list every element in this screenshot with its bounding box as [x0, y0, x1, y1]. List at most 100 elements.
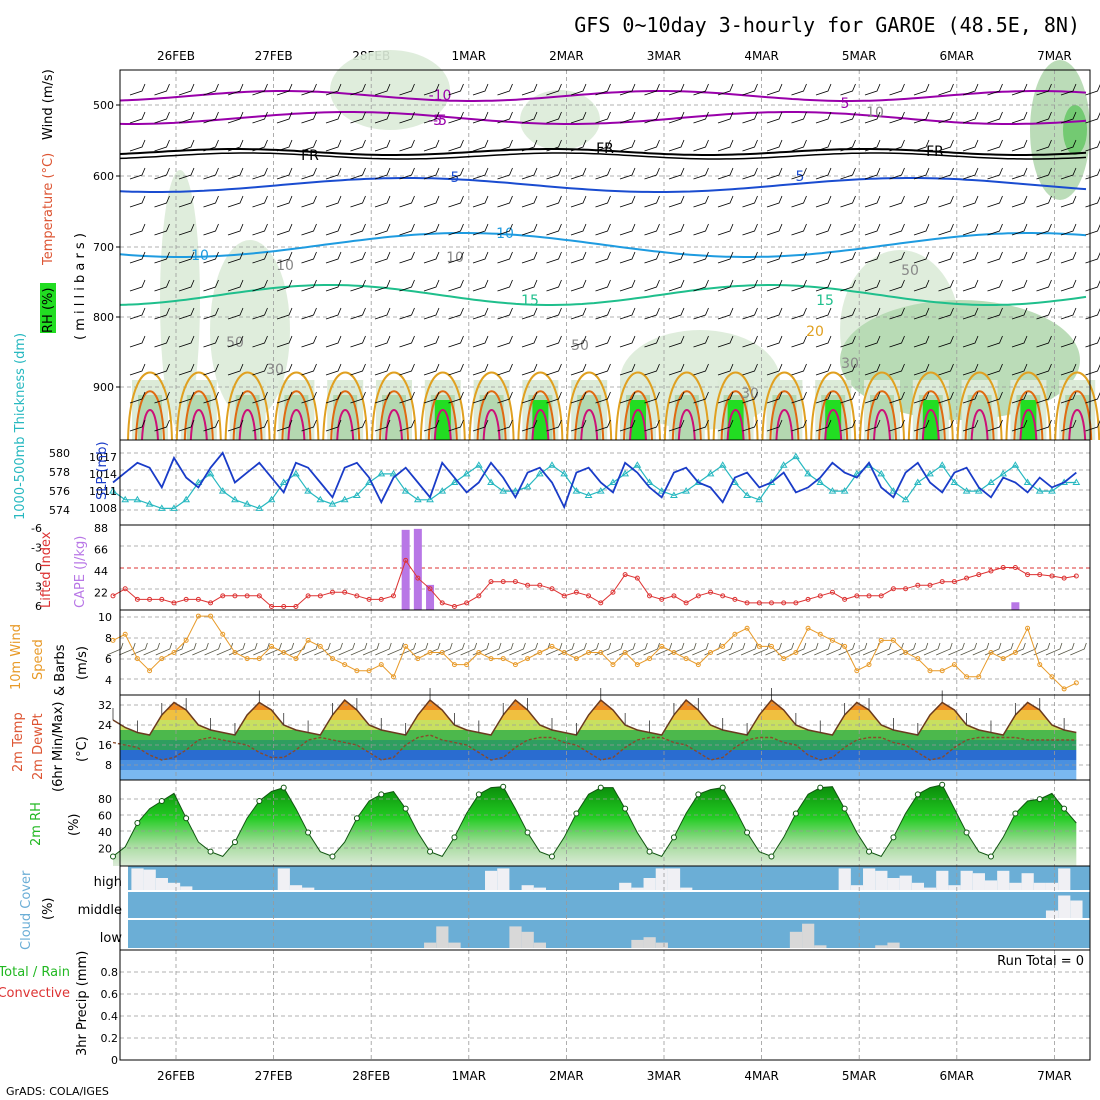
rh-marker — [744, 829, 751, 836]
bottom-date-label: 7MAR — [1037, 1069, 1072, 1083]
wind-tick-label: 8 — [105, 632, 112, 645]
wind-barb — [923, 642, 941, 656]
lifted-index-marker — [683, 600, 689, 606]
temp-tick-label: 16 — [98, 739, 112, 752]
slp-ylabel-slp: SLP (mb) — [95, 441, 110, 500]
wind-speed-marker — [293, 656, 299, 662]
wind-barb — [987, 167, 1003, 180]
wind-barb — [325, 363, 342, 376]
wind-barb — [815, 139, 832, 152]
top-date-label: 2MAR — [549, 49, 584, 63]
rh-marker — [987, 853, 994, 860]
pressure-tick-label: 800 — [93, 311, 114, 324]
wind-barb — [178, 363, 195, 376]
thickness-marker — [657, 487, 666, 494]
wind-barb — [227, 307, 244, 320]
temp-band — [120, 710, 1077, 720]
wind-barb — [472, 223, 489, 236]
wind-barb — [570, 363, 587, 376]
lifted-index-marker — [671, 593, 677, 599]
wind-barb — [423, 307, 440, 320]
wind-barb — [717, 307, 734, 320]
contour-label: 5 — [841, 96, 850, 112]
wind-barb — [252, 139, 268, 152]
wind-speed-marker — [415, 656, 421, 662]
wind-barb — [815, 195, 832, 208]
thickness-line — [112, 455, 1077, 510]
wind-barb — [644, 195, 660, 208]
wind-barb — [448, 419, 464, 432]
wind-barb — [129, 251, 146, 264]
wind-barb — [889, 167, 905, 180]
wind-barb — [693, 251, 709, 264]
wind-barb — [301, 419, 317, 432]
wind-barb — [497, 251, 513, 264]
wind-barb — [178, 419, 195, 432]
wind-barb — [497, 335, 513, 348]
wind-barb — [595, 195, 611, 208]
rh-marker — [670, 834, 677, 841]
wind-barb — [815, 223, 832, 236]
wind-barb — [815, 419, 832, 432]
wind-barb — [350, 363, 366, 376]
wind-barb — [938, 111, 954, 124]
wind-barb — [276, 223, 293, 236]
wind-speed-marker — [208, 613, 214, 619]
wind-barb — [129, 167, 146, 180]
wind-barb — [938, 279, 954, 292]
wind-barb — [178, 83, 195, 96]
wind-barb — [472, 279, 489, 292]
wind-barb — [791, 251, 807, 264]
wind-barb — [962, 251, 979, 264]
precip-ylabel-1: Total / Rain — [0, 965, 70, 980]
cloud-bar — [448, 942, 461, 948]
lifted-index-marker — [878, 593, 884, 599]
wind-barb — [644, 279, 660, 292]
upper-ylabel-wind: Wind (m/s) — [41, 69, 56, 140]
wind-barb — [668, 223, 685, 236]
cloud-bar — [1070, 900, 1083, 918]
lifted-index-marker — [378, 596, 384, 602]
wind-barb — [301, 167, 317, 180]
bottom-date-label: 5MAR — [842, 1069, 877, 1083]
wind-barb — [948, 642, 965, 656]
wind-speed-marker — [500, 656, 506, 662]
precip-panel: 0.8 0.6 0.4 0.2 0 — [101, 949, 1091, 1067]
wind-barb — [203, 195, 219, 208]
wind-barb — [472, 363, 489, 376]
wind-barb — [864, 335, 881, 348]
wind-speed-marker — [537, 650, 543, 655]
wind-barb — [399, 223, 415, 236]
thickness-marker — [511, 487, 520, 494]
wind-barb — [668, 307, 685, 320]
wind-barb — [521, 391, 538, 404]
contour-label: 30 — [741, 386, 759, 402]
isotherm-20 — [127, 371, 173, 441]
wind-barb — [717, 83, 734, 96]
wind-barb — [753, 642, 770, 656]
rh-marker — [963, 829, 970, 836]
cloud-bar — [1045, 910, 1059, 918]
wind-barb — [619, 279, 636, 292]
wind-barb — [765, 642, 782, 656]
wind-barb — [840, 363, 856, 376]
wind-speed-marker — [232, 650, 238, 655]
wind-barb — [399, 111, 415, 124]
wind-barb — [826, 642, 843, 656]
cloud-bar — [1045, 882, 1059, 890]
wind-barb — [668, 419, 685, 432]
wind-speed-marker — [1012, 650, 1018, 655]
lifted-index-marker — [366, 596, 372, 602]
wind-speed-marker — [342, 662, 348, 668]
wind-barb — [374, 83, 391, 96]
isotherm-30 — [1019, 409, 1038, 441]
wind-barb — [595, 167, 611, 180]
wind-barb — [1060, 195, 1077, 208]
cloud-bar — [899, 875, 912, 890]
wind-barb — [411, 642, 429, 656]
wind-barb — [791, 111, 807, 124]
temp-fill-bands — [120, 700, 1077, 780]
wind-barb — [840, 335, 856, 348]
wind-speed-marker — [683, 656, 689, 662]
